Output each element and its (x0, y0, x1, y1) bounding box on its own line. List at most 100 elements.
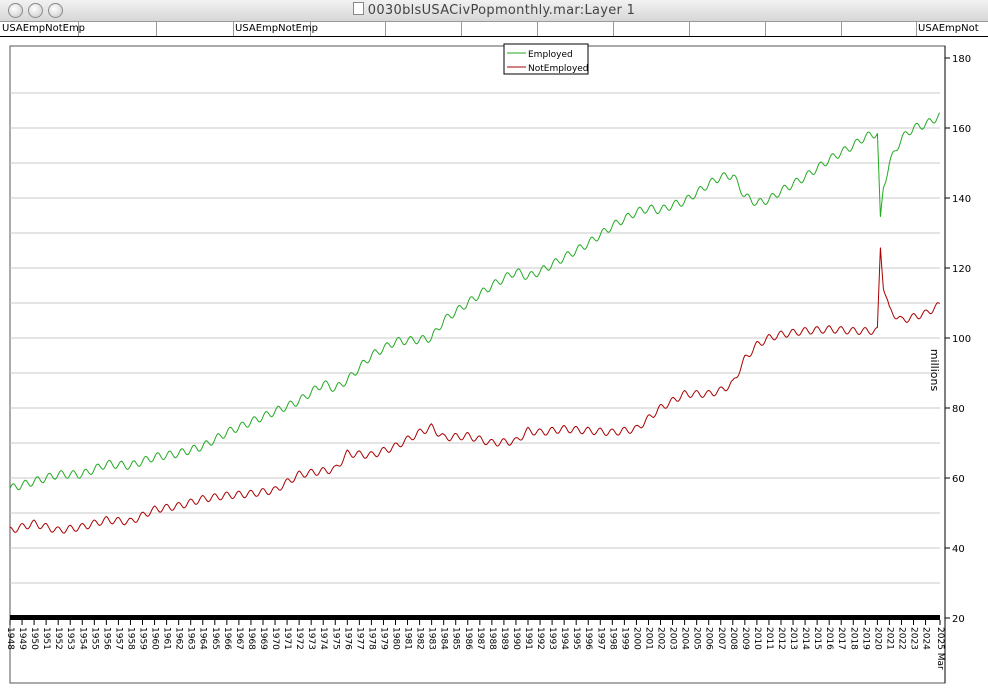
x-tick-label: 1969 (258, 627, 268, 650)
header-cell (538, 22, 614, 36)
header-cell (311, 22, 386, 36)
y-axis: 20 40 60 80 100 120 140 160 180 (945, 54, 971, 625)
x-tick-label: 1986 (463, 627, 473, 650)
x-tick-label: 1982 (415, 627, 425, 650)
x-tick-label: 1983 (427, 627, 437, 650)
x-tick-label: 1995 (571, 627, 581, 650)
legend: Employed NotEmployed (503, 43, 589, 75)
y-tick-label: 140 (952, 194, 971, 205)
x-tick-label: 1997 (595, 627, 605, 650)
header-label-center: USAEmpNotEmp (235, 23, 319, 34)
x-tick-label: 1977 (354, 627, 364, 650)
x-tick-label: 1966 (222, 627, 232, 650)
x-tick-label: 1962 (174, 627, 184, 650)
x-tick-label: 1978 (366, 627, 376, 650)
x-tick-label: 1956 (101, 627, 111, 650)
x-axis-bar (10, 615, 940, 620)
x-tick-label: 1967 (234, 627, 244, 650)
window-titlebar[interactable]: 0030blsUSACivPopmonthly.mar:Layer 1 (0, 0, 988, 22)
x-tick-label: 2018 (848, 627, 858, 650)
x-tick-label: 2023 (908, 627, 918, 650)
x-tick-label: 1959 (138, 627, 148, 650)
x-tick-label: 2003 (668, 627, 678, 650)
x-tick-label: 1990 (511, 627, 521, 650)
y-tick-label: 180 (952, 54, 971, 65)
plot-frame (9, 45, 946, 684)
x-tick-label: 1958 (125, 627, 135, 650)
x-tick-label: 1971 (282, 627, 292, 650)
x-tick-label: 1980 (390, 627, 400, 650)
minimize-window-button[interactable] (28, 3, 43, 18)
x-tick-label: 1972 (294, 627, 304, 650)
x-tick-label: 2014 (800, 627, 810, 650)
x-tick-label: 1994 (559, 627, 569, 650)
x-tick-label: 1976 (342, 627, 352, 650)
x-tick-label: 1951 (41, 627, 51, 650)
x-tick-label: 2019 (860, 627, 870, 650)
window-title: 0030blsUSACivPopmonthly.mar:Layer 1 (367, 3, 636, 18)
x-tick-label: 1996 (583, 627, 593, 650)
header-cell (614, 22, 690, 36)
window-title-container: 0030blsUSACivPopmonthly.mar:Layer 1 (0, 2, 988, 18)
y-tick-label: 80 (952, 404, 965, 415)
x-tick-label: 1960 (150, 627, 160, 650)
x-tick-label: 1992 (535, 627, 545, 650)
x-tick-label: 2008 (728, 627, 738, 650)
x-tick-label: 1965 (210, 627, 220, 650)
x-axis: 1948 1949 1950 1951 1952 1953 1954 1955 1956 1957… (5, 615, 945, 670)
header-cell (842, 22, 917, 36)
header-cell (234, 22, 311, 36)
y-tick-label: 20 (952, 614, 965, 625)
legend-label-employed: Employed (528, 50, 573, 60)
y-tick-label: 120 (952, 264, 971, 275)
x-tick-label: 1987 (475, 627, 485, 650)
y-tick-label: 100 (952, 334, 971, 345)
x-tick-label: 1989 (499, 627, 509, 650)
x-tick-label: 1998 (607, 627, 617, 650)
x-tick-label: 1964 (198, 627, 208, 650)
x-tick-label: 1961 (162, 627, 172, 650)
x-tick-label: 1993 (547, 627, 557, 650)
header-label-bar: USAEmpNotEmp USAEmpNotEmp USAEmpNot (0, 22, 988, 37)
x-tick-label: 1952 (53, 627, 63, 650)
document-icon (352, 2, 364, 15)
x-tick-label: 2021 (884, 627, 894, 650)
x-tick-label: 1953 (65, 627, 75, 650)
x-tick-label: 1985 (451, 627, 461, 650)
x-tick-label: 1991 (523, 627, 533, 650)
header-cell (386, 22, 462, 36)
header-cell (462, 22, 538, 36)
x-tick-label: 1955 (89, 627, 99, 650)
series-line-notemployed (9, 247, 940, 534)
x-tick-label: 2025 Mar (935, 627, 945, 670)
grid-lines (10, 92, 940, 584)
y-axis-label: millions (928, 349, 941, 392)
x-tick-label: 1973 (306, 627, 316, 650)
header-label-right: USAEmpNot (918, 23, 979, 34)
y-tick-label: 40 (952, 544, 965, 555)
x-tick-label: 2000 (631, 627, 641, 650)
x-tick-label: 2016 (824, 627, 834, 650)
x-tick-label: 2022 (896, 627, 906, 650)
close-window-button[interactable] (8, 3, 23, 18)
x-tick-label: 2001 (643, 627, 653, 650)
x-tick-label: 1948 (5, 627, 15, 650)
x-tick-label: 2005 (692, 627, 702, 650)
header-cell (157, 22, 234, 36)
x-tick-label: 2010 (752, 627, 762, 650)
x-tick-label: 2011 (764, 627, 774, 650)
legend-box (503, 43, 589, 75)
x-tick-label: 1950 (29, 627, 39, 650)
x-tick-label: 1999 (619, 627, 629, 650)
x-tick-label: 2017 (836, 627, 846, 650)
x-tick-label: 1975 (330, 627, 340, 650)
legend-label-notemployed: NotEmployed (528, 64, 589, 74)
x-tick-label: 1954 (77, 627, 87, 650)
zoom-window-button[interactable] (48, 3, 63, 18)
series-lines (9, 112, 941, 534)
header-cell (690, 22, 766, 36)
header-cell (0, 22, 79, 36)
x-tick-label: 2013 (788, 627, 798, 650)
x-tick-label: 1974 (318, 627, 328, 650)
x-tick-label: 2020 (872, 627, 882, 650)
